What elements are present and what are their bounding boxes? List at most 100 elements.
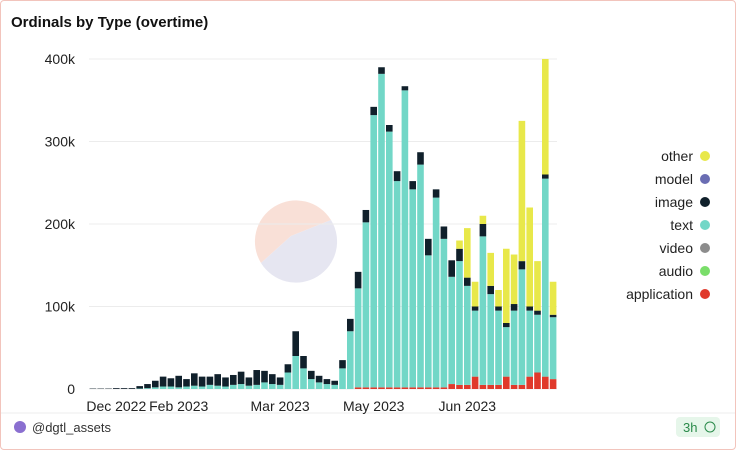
bar-segment	[487, 294, 494, 385]
bar-segment	[199, 377, 206, 387]
bar-segment	[175, 387, 182, 389]
bar-segment	[511, 255, 518, 305]
bar-segment	[386, 387, 393, 389]
bar-segment	[144, 388, 151, 389]
bar-segment	[207, 377, 214, 385]
bar-segment	[487, 385, 494, 389]
bar-segment	[433, 189, 440, 197]
bar-segment	[526, 311, 533, 377]
footer-user[interactable]: @dgtl_assets	[32, 420, 111, 435]
bar-segment	[207, 385, 214, 389]
bar-segment	[355, 288, 362, 387]
bar-segment	[378, 67, 385, 74]
bar-segment	[542, 179, 549, 377]
bar-segment	[386, 132, 393, 388]
bar-segment	[441, 387, 448, 389]
age-label: 3h	[683, 420, 697, 435]
bar-segment	[394, 171, 401, 181]
bar-segment	[526, 307, 533, 311]
bar-segment	[136, 386, 143, 388]
bar-segment	[425, 255, 432, 387]
bar-segment	[285, 364, 292, 372]
legend-label: image	[655, 194, 693, 210]
bar-segment	[261, 382, 268, 389]
bar-segment	[456, 385, 463, 389]
bar-segment	[183, 379, 190, 386]
bar-segment	[370, 115, 377, 387]
bar-segment	[277, 377, 284, 384]
x-tick-label: Feb 2023	[149, 398, 208, 414]
legend-swatch	[700, 174, 710, 184]
bar-segment	[542, 377, 549, 389]
bar-segment	[550, 317, 557, 379]
bar-segment	[456, 249, 463, 261]
bar-segment	[331, 381, 338, 385]
bar-segment	[550, 315, 557, 317]
bar-segment	[386, 125, 393, 132]
bar-segment	[448, 277, 455, 384]
bar-segment	[425, 387, 432, 389]
bar-segment	[441, 239, 448, 388]
bar-segment	[409, 189, 416, 387]
bar-segment	[160, 377, 167, 387]
legend-label: audio	[659, 263, 693, 279]
bar-segment	[363, 210, 370, 222]
bar-segment	[534, 373, 541, 390]
legend-swatch	[700, 197, 710, 207]
bar-segment	[183, 387, 190, 389]
bar-segment	[394, 181, 401, 387]
bar-segment	[519, 121, 526, 261]
bar-segment	[378, 387, 385, 389]
bar-segment	[222, 377, 229, 386]
bar-segment	[550, 379, 557, 389]
legend-label: text	[670, 217, 693, 233]
bar-segment	[277, 385, 284, 389]
bar-segment	[113, 388, 120, 389]
y-tick-label: 100k	[45, 299, 76, 315]
bar-segment	[526, 377, 533, 389]
legend-label: application	[626, 286, 693, 302]
bar-segment	[487, 286, 494, 294]
bar-segment	[448, 260, 455, 277]
legend-label: video	[660, 240, 694, 256]
bar-segment	[495, 290, 502, 307]
bar-segment	[121, 388, 128, 389]
bar-segment	[238, 384, 245, 389]
bar-segment	[519, 269, 526, 385]
bar-segment	[472, 307, 479, 311]
bar-segment	[285, 373, 292, 390]
bar-segment	[347, 319, 354, 331]
bar-segment	[370, 387, 377, 389]
bar-segment	[511, 304, 518, 311]
bar-segment	[253, 370, 260, 385]
bar-segment	[238, 372, 245, 384]
y-tick-label: 300k	[45, 134, 76, 150]
bar-segment	[160, 387, 167, 389]
bar-segment	[433, 198, 440, 388]
legend-label: other	[661, 148, 693, 164]
bar-segment	[480, 224, 487, 236]
bar-segment	[417, 165, 424, 388]
bar-segment	[363, 387, 370, 389]
bar-segment	[339, 360, 346, 368]
bar-segment	[246, 386, 253, 389]
legend-swatch	[700, 151, 710, 161]
bar-segment	[441, 226, 448, 238]
bar-segment	[472, 311, 479, 377]
bar-segment	[480, 216, 487, 224]
legend-swatch	[700, 220, 710, 230]
bar-segment	[503, 377, 510, 389]
bar-segment	[261, 371, 268, 383]
bar-segment	[355, 272, 362, 289]
bar-segment	[534, 311, 541, 315]
x-tick-label: Jun 2023	[438, 398, 496, 414]
bar-segment	[168, 378, 175, 386]
bar-segment	[519, 385, 526, 389]
bar-segment	[222, 387, 229, 389]
bar-segment	[378, 74, 385, 388]
bar-segment	[363, 222, 370, 387]
bar-segment	[355, 387, 362, 389]
bar-segment	[417, 387, 424, 389]
bar-segment	[480, 236, 487, 385]
